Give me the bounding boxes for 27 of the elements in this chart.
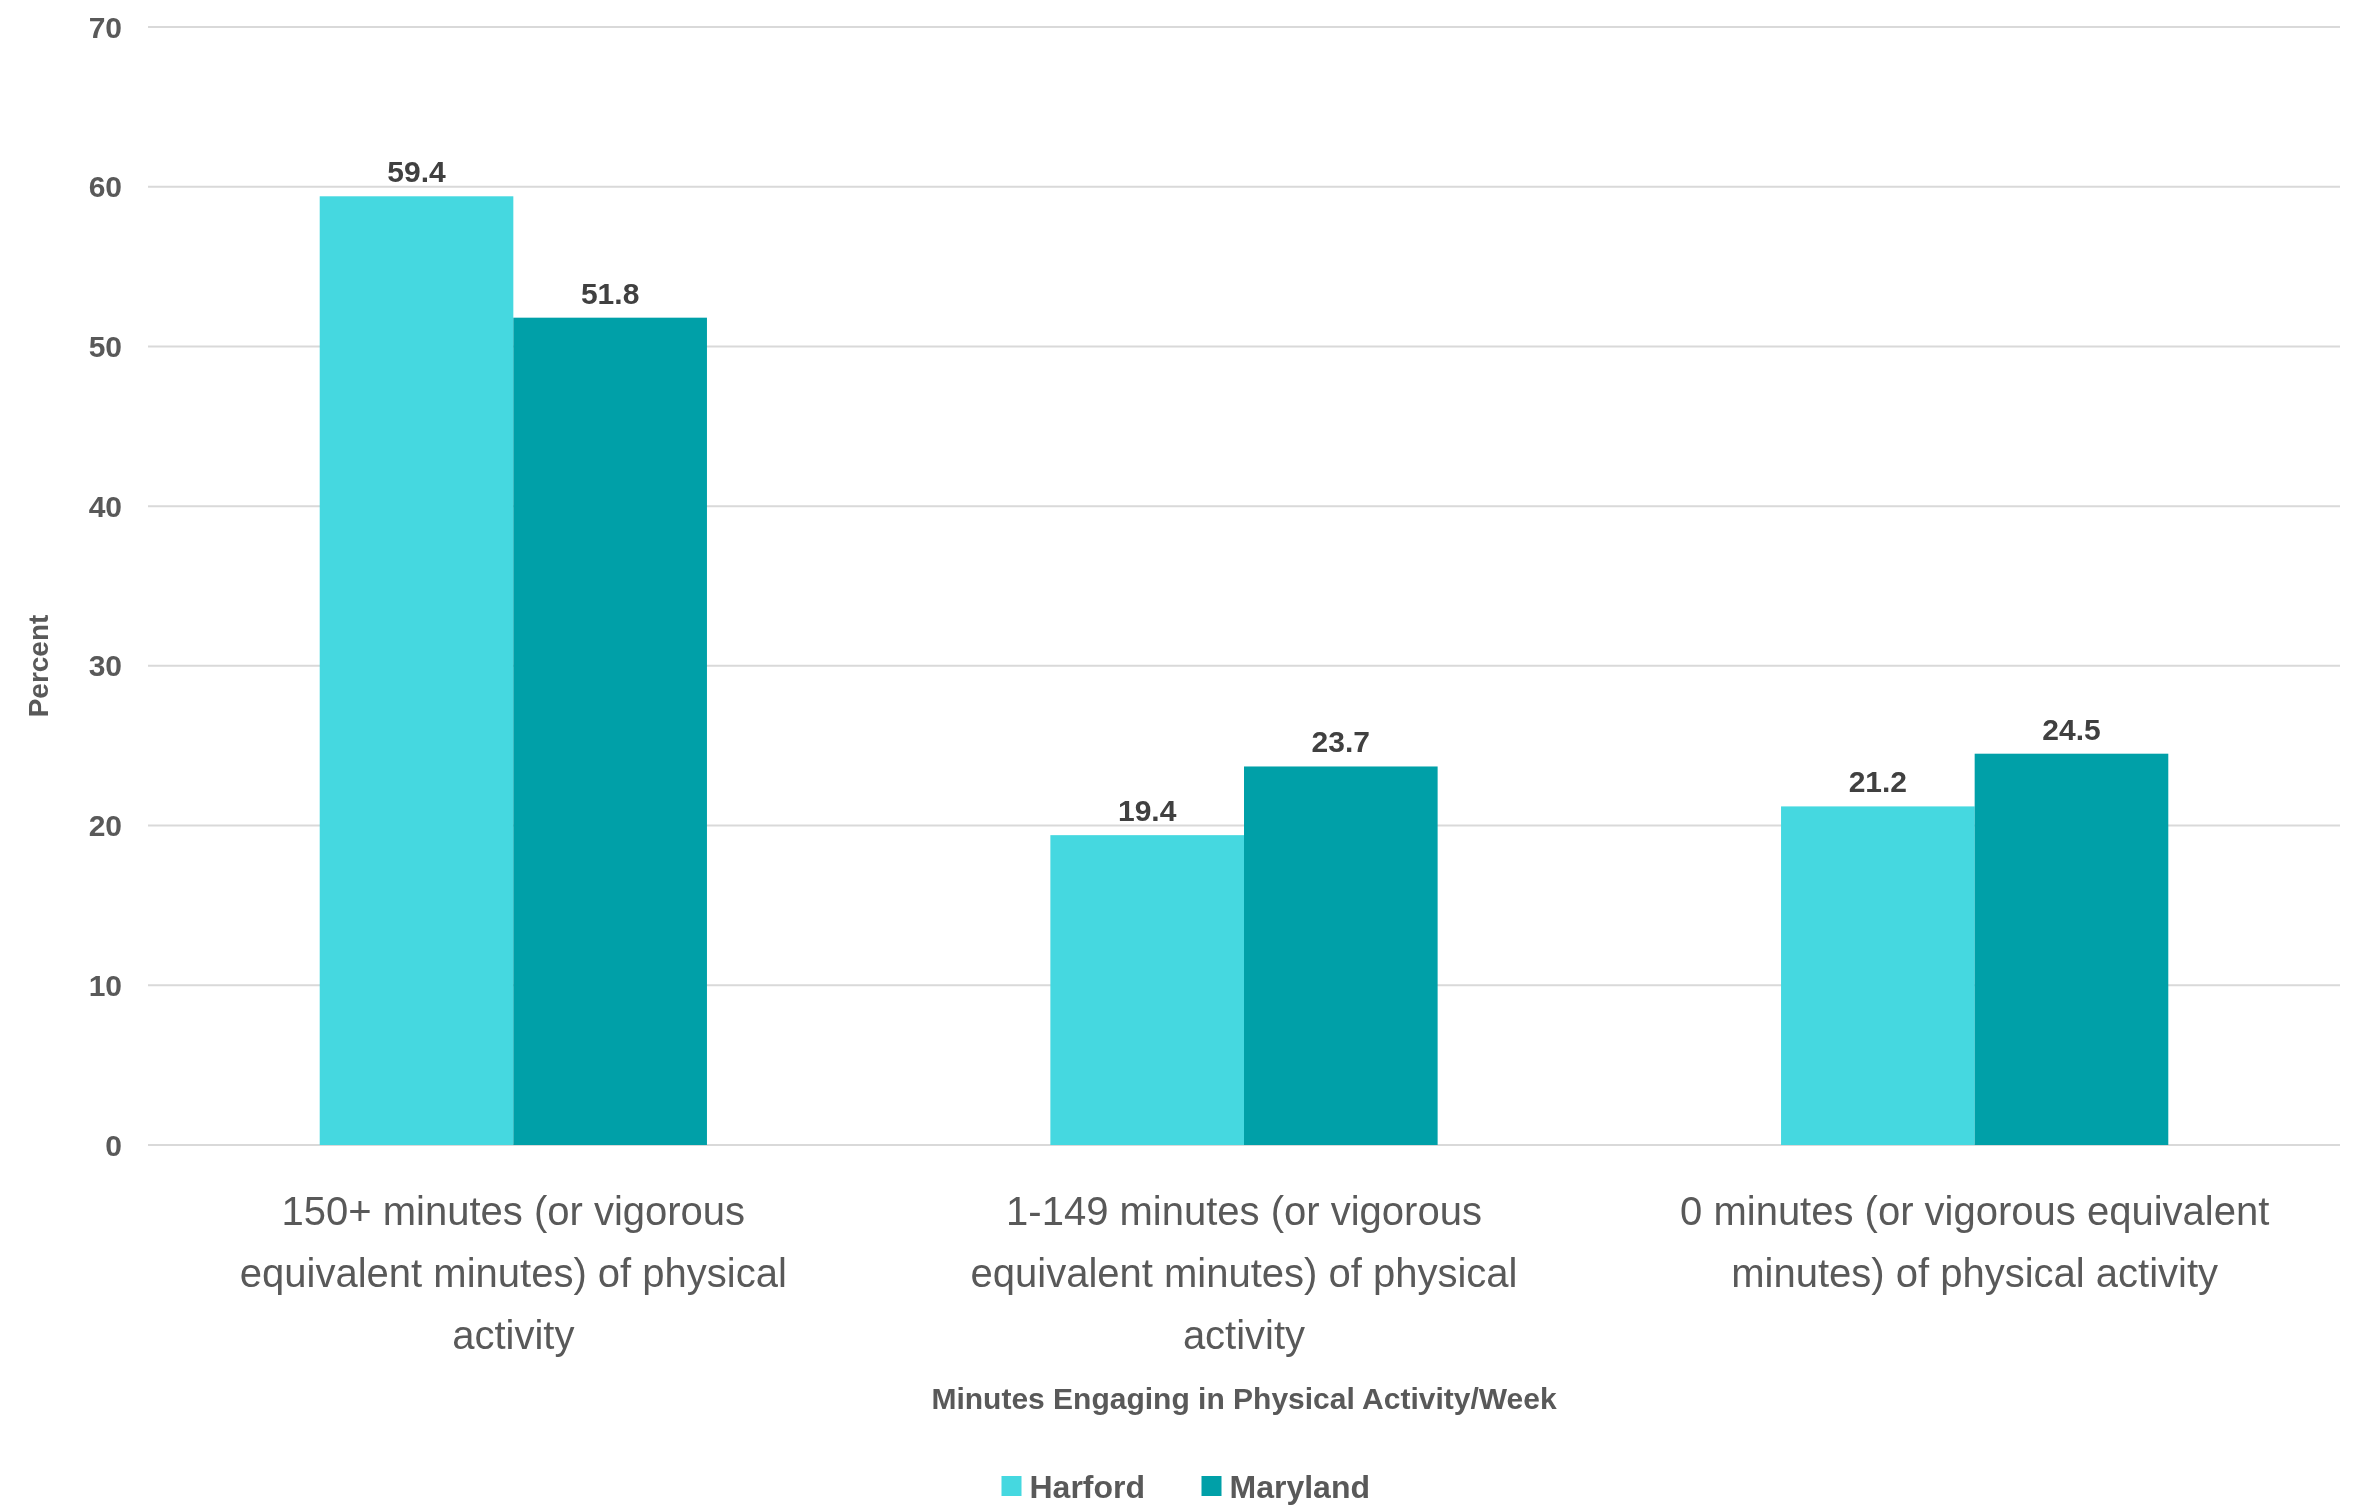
- x-tick-label: 0 minutes (or vigorous equivalent minutes) of physical activity: [1680, 1189, 2270, 1295]
- data-label: 24.5: [2042, 712, 2101, 746]
- y-tick-label: 60: [88, 170, 122, 204]
- y-tick-label: 70: [88, 10, 122, 44]
- y-axis-title: Percent: [23, 614, 54, 718]
- y-tick-label: 30: [88, 649, 122, 683]
- data-label: 23.7: [1311, 725, 1371, 759]
- data-label: 19.4: [1117, 794, 1177, 828]
- y-tick-label: 10: [88, 968, 122, 1002]
- x-axis-title: Minutes Engaging in Physical Activity/Week: [931, 1382, 1557, 1415]
- data-label: 21.2: [1848, 765, 1908, 799]
- x-tick-label: 1-149 minutes (or vigorous equivalent minutes) of physical activity: [970, 1189, 1518, 1357]
- bar: [1244, 766, 1438, 1145]
- bar: [513, 317, 707, 1145]
- y-tick-label: 20: [88, 809, 122, 843]
- y-tick-label: 0: [105, 1128, 122, 1162]
- bar: [1781, 806, 1975, 1145]
- y-tick-label: 50: [88, 329, 122, 363]
- data-label: 51.8: [580, 276, 640, 310]
- bar: [1050, 835, 1244, 1145]
- legend-label: Maryland: [1229, 1469, 1370, 1506]
- legend-label: Harford: [1029, 1469, 1146, 1506]
- y-tick-label: 40: [88, 489, 122, 523]
- bar: [1974, 753, 2169, 1145]
- x-tick-label: 150+ minutes (or vigorous equivalent minutes) of physical activity: [239, 1189, 787, 1357]
- bar: [319, 196, 514, 1145]
- data-label: 59.4: [387, 155, 447, 189]
